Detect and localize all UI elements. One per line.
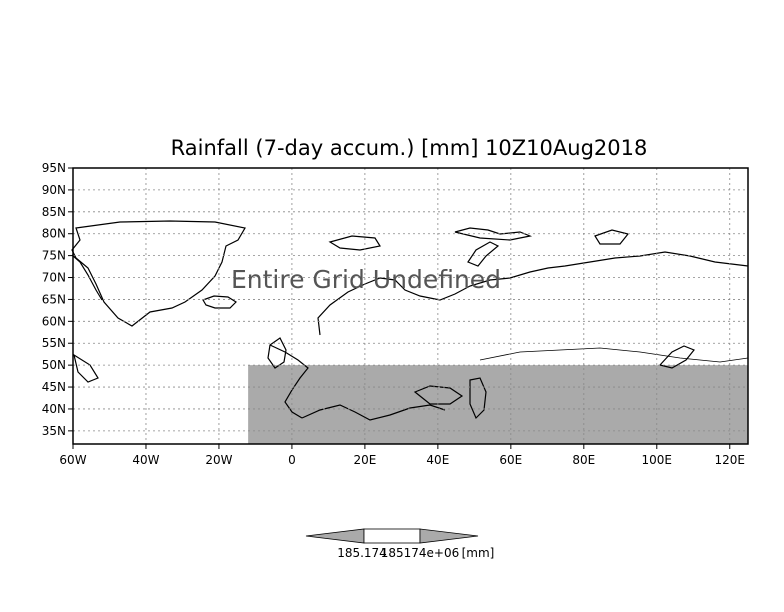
colorbar-right-arrow (419, 528, 479, 544)
caspian-sea (469, 377, 487, 420)
map-panel: 95N90N85N80N75N70N65N60N55N50N45N40N35N … (42, 161, 749, 467)
lat-tick-label: 80N (42, 227, 66, 241)
colorbar-unit-label: [mm] (462, 546, 495, 560)
lon-tick-label: 60E (499, 453, 522, 467)
lat-tick-label: 85N (42, 205, 66, 219)
severnaya-zemlya (594, 229, 630, 245)
svalbard (328, 235, 381, 251)
colorbar: 185.174 185174e+06 [mm] (305, 528, 495, 560)
lon-tick-label: 20W (205, 453, 232, 467)
iceland-outline (202, 295, 237, 309)
lon-axis: 60W 40W 20W 0 20E 40E 60E 80E 100E 120E (59, 444, 745, 467)
colorbar-center-label: 185174e+06 (381, 546, 460, 560)
black-sea (413, 385, 464, 405)
lat-tick-label: 65N (42, 292, 66, 306)
lon-tick-label: 0 (288, 453, 296, 467)
colorbar-left-arrow (305, 528, 365, 544)
lon-tick-label: 100E (642, 453, 673, 467)
lat-tick-label: 45N (42, 380, 66, 394)
novaya-zemlya (467, 241, 500, 267)
coastlines (71, 220, 749, 421)
shaded-region (248, 365, 748, 444)
greenland-outline (71, 220, 246, 327)
lat-tick-label: 50N (42, 358, 66, 372)
lon-tick-label: 40E (426, 453, 449, 467)
lon-tick-label: 120E (715, 453, 746, 467)
arctic-islands (454, 227, 533, 241)
lon-tick-label: 20E (353, 453, 376, 467)
lat-tick-label: 90N (42, 183, 66, 197)
far-east-coast (658, 345, 695, 369)
lon-tick-label: 60W (59, 453, 86, 467)
canada-fragment (71, 254, 103, 301)
mediterranean-coast (301, 404, 446, 421)
colorbar-center-box (363, 528, 421, 544)
lat-tick-label: 70N (42, 271, 66, 285)
lon-tick-label: 80E (572, 453, 595, 467)
lon-tick-label: 40W (132, 453, 159, 467)
lat-tick-label: 40N (42, 402, 66, 416)
lat-tick-label: 55N (42, 336, 66, 350)
map-frame (72, 167, 749, 445)
undefined-grid-message: Entire Grid Undefined (231, 265, 501, 294)
lat-tick-label: 60N (42, 314, 66, 328)
map-title: Rainfall (7-day accum.) [mm] 10Z10Aug201… (171, 136, 648, 160)
lat-tick-label: 95N (42, 161, 66, 175)
newfoundland (73, 353, 99, 383)
lat-tick-label: 35N (42, 424, 66, 438)
lat-axis: 95N 90N 85N 80N 75N 70N 65N 60N 55N 50N 45N 40N 35N (42, 161, 73, 438)
asia-inland-borders (479, 347, 749, 363)
colorbar-left-label: 185.174 (337, 546, 387, 560)
british-isles (267, 337, 287, 369)
lat-tick-label: 75N (42, 249, 66, 263)
